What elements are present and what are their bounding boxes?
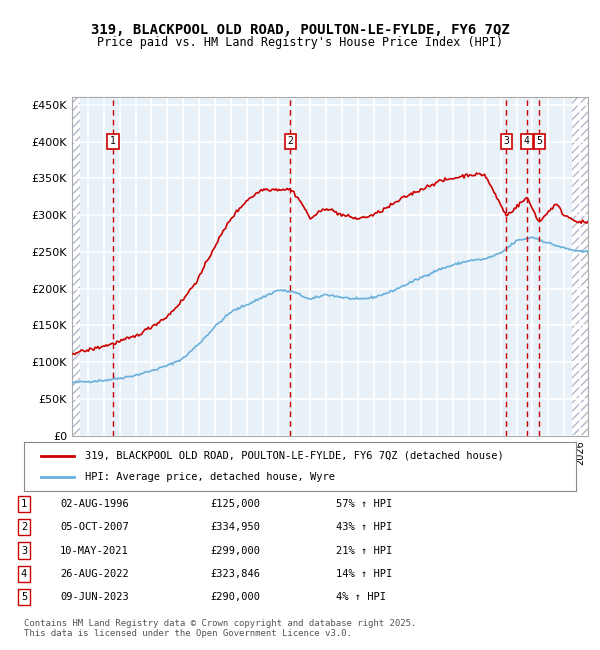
- Text: 14% ↑ HPI: 14% ↑ HPI: [336, 569, 392, 579]
- Text: £125,000: £125,000: [210, 499, 260, 509]
- Text: 02-AUG-1996: 02-AUG-1996: [60, 499, 129, 509]
- Text: £323,846: £323,846: [210, 569, 260, 579]
- Text: 09-JUN-2023: 09-JUN-2023: [60, 592, 129, 603]
- Bar: [72, 98, 80, 436]
- Bar: [572, 98, 588, 436]
- Text: 10-MAY-2021: 10-MAY-2021: [60, 545, 129, 556]
- Text: 43% ↑ HPI: 43% ↑ HPI: [336, 522, 392, 532]
- Text: 2: 2: [287, 136, 293, 146]
- Text: Price paid vs. HM Land Registry's House Price Index (HPI): Price paid vs. HM Land Registry's House …: [97, 36, 503, 49]
- Text: £334,950: £334,950: [210, 522, 260, 532]
- Text: 3: 3: [503, 136, 509, 146]
- Text: 26-AUG-2022: 26-AUG-2022: [60, 569, 129, 579]
- Text: £299,000: £299,000: [210, 545, 260, 556]
- Text: 5: 5: [536, 136, 542, 146]
- Text: 319, BLACKPOOL OLD ROAD, POULTON-LE-FYLDE, FY6 7QZ: 319, BLACKPOOL OLD ROAD, POULTON-LE-FYLD…: [91, 23, 509, 37]
- Text: 4% ↑ HPI: 4% ↑ HPI: [336, 592, 386, 603]
- Text: 319, BLACKPOOL OLD ROAD, POULTON-LE-FYLDE, FY6 7QZ (detached house): 319, BLACKPOOL OLD ROAD, POULTON-LE-FYLD…: [85, 450, 503, 461]
- Text: 21% ↑ HPI: 21% ↑ HPI: [336, 545, 392, 556]
- Text: 4: 4: [21, 569, 27, 579]
- Text: 57% ↑ HPI: 57% ↑ HPI: [336, 499, 392, 509]
- Text: 1: 1: [110, 136, 116, 146]
- Text: 5: 5: [21, 592, 27, 603]
- Text: £290,000: £290,000: [210, 592, 260, 603]
- Text: Contains HM Land Registry data © Crown copyright and database right 2025.
This d: Contains HM Land Registry data © Crown c…: [24, 619, 416, 638]
- Text: 1: 1: [21, 499, 27, 509]
- Text: 4: 4: [524, 136, 530, 146]
- Text: HPI: Average price, detached house, Wyre: HPI: Average price, detached house, Wyre: [85, 472, 335, 482]
- Text: 3: 3: [21, 545, 27, 556]
- Text: 05-OCT-2007: 05-OCT-2007: [60, 522, 129, 532]
- Text: 2: 2: [21, 522, 27, 532]
